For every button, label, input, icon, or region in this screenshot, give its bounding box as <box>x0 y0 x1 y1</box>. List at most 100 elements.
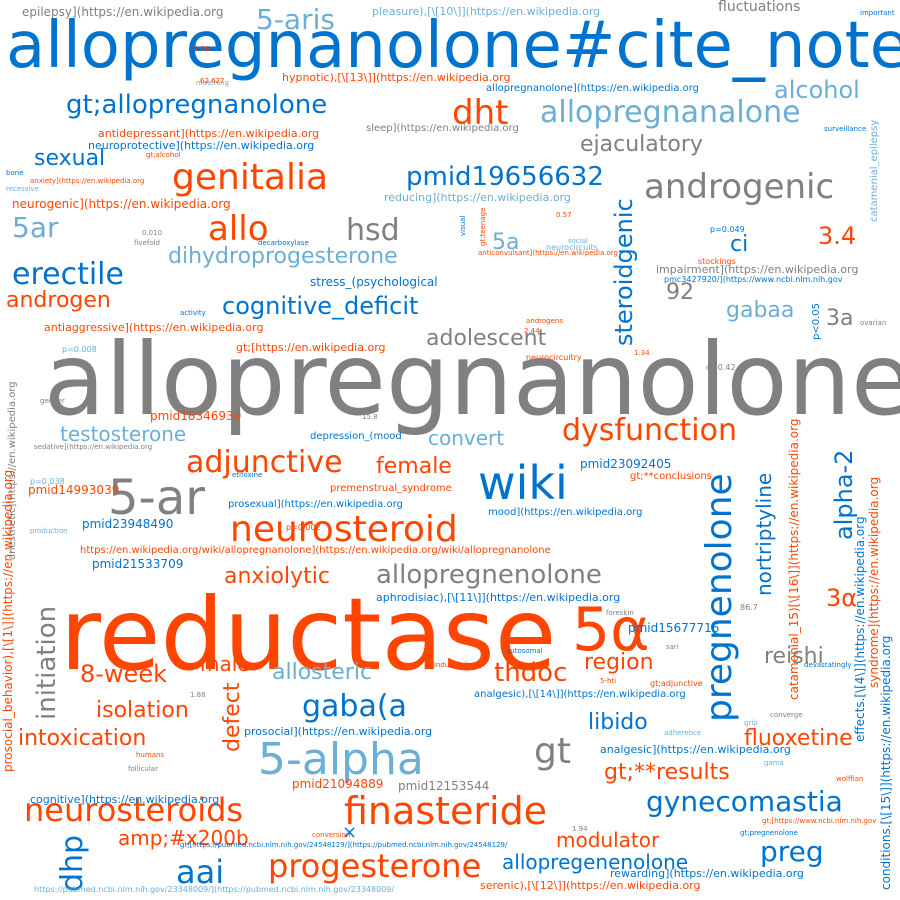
cloud-word: devastatingly <box>804 661 852 669</box>
cloud-word: stress_(psychological <box>310 275 438 289</box>
cloud-word: p=0.008 <box>62 345 97 354</box>
cloud-word: neurosteroid <box>230 509 458 550</box>
cloud-word: pmid15677716 <box>628 621 720 635</box>
cloud-word: decarboxylase <box>258 239 309 247</box>
cloud-word: catamenial_15)[\[16\]](https://en.wikipe… <box>787 418 801 700</box>
cloud-word: 3.4 <box>818 222 857 250</box>
cloud-word: preg <box>760 835 824 868</box>
cloud-word: pmid14993039 <box>28 483 120 497</box>
cloud-word: follicular <box>128 765 158 773</box>
cloud-word: dhp <box>55 834 90 892</box>
cloud-word: epilepsy](https://en.wikipedia.org <box>22 5 224 19</box>
cloud-word: sari <box>666 643 679 651</box>
cloud-word: gt <box>534 731 571 772</box>
cloud-word: gt;**conclusions <box>630 471 712 482</box>
cloud-word: prosexual](https://en.wikipedia.org <box>228 499 403 510</box>
cloud-word: stockings <box>698 257 736 266</box>
cloud-word: sedative](https://en.wikipedia.org <box>34 443 153 451</box>
cloud-word: allopregnanolone](https://en.wikipedia.o… <box>486 83 700 94</box>
cloud-word: bone <box>6 169 24 177</box>
cloud-word: gama <box>764 759 784 767</box>
cloud-word: adjunctive <box>186 445 343 480</box>
cloud-word: aai <box>176 853 225 891</box>
cloud-word: gt;pregnenolone <box>740 829 798 837</box>
cloud-word: adherence <box>664 729 702 737</box>
cloud-word: androgen <box>6 288 111 313</box>
cloud-word: hypnotic),[\[13\]](https://en.wikipedia.… <box>282 71 511 84</box>
cloud-word: anticonvulsant](https://en.wikipedia.org <box>478 249 618 257</box>
cloud-word: 2.16 <box>194 45 210 53</box>
cloud-word: cognitive](https://en.wikipedia.org <box>30 793 220 806</box>
cloud-word: 1.34 <box>634 349 650 357</box>
cloud-word: https://pubmed.ncbi.nlm.nih.gov/23348009… <box>34 885 395 894</box>
cloud-word: wolffian <box>836 775 864 783</box>
cloud-word: ovarian <box>860 319 887 327</box>
cloud-word: p=0.002 <box>286 523 321 532</box>
cloud-word: 3a <box>826 306 854 331</box>
cloud-word: neurocircuitry <box>526 353 582 362</box>
cloud-word: modulator <box>556 828 660 852</box>
cloud-word: 5-hti <box>600 677 617 685</box>
cloud-word: neuroprotective](https://en.wikipedia.or… <box>88 139 315 152</box>
cloud-word: p<0.05 <box>811 303 822 340</box>
cloud-word: depression_(mood <box>310 431 402 442</box>
cloud-word: prosocial_behavior),[\[1\]](https://en.w… <box>1 469 15 772</box>
cloud-word: 5-ar <box>108 470 206 526</box>
cloud-word: autosomal <box>506 647 543 655</box>
cloud-word: rewarding](https://en.wikipedia.org <box>610 867 804 880</box>
cloud-word: allopregenenolone <box>502 850 689 874</box>
cloud-word: 86.7 <box>740 603 758 612</box>
cloud-word: fluctuations <box>718 0 801 15</box>
cloud-word: dht <box>452 93 509 133</box>
cloud-word: allopregnanolone <box>44 321 900 438</box>
cloud-word: reductase <box>60 576 557 693</box>
cloud-word: 5-aris <box>256 3 335 36</box>
cloud-word: ci <box>730 232 749 257</box>
cloud-word: amp;#x200b <box>118 826 249 850</box>
cloud-word: defect <box>220 682 245 752</box>
cloud-word: 5-alpha <box>258 734 424 785</box>
cloud-word: grip <box>744 719 758 727</box>
cloud-word: × <box>342 822 358 843</box>
cloud-word: dihydroprogesterone <box>168 244 398 269</box>
cloud-word: cognitive_deficit <box>222 292 419 320</box>
cloud-word: production <box>30 527 68 535</box>
cloud-word: steroidgenic <box>610 198 638 346</box>
cloud-word: reducing](https://en.wikipedia.org <box>384 191 571 204</box>
cloud-word: pmc3427920/](https://www.ncbi.nlm.nih.go… <box>664 275 843 284</box>
cloud-word: 0.57 <box>556 211 572 219</box>
cloud-word: gt;adjunctive <box>650 679 703 688</box>
cloud-word: premenstrual_syndrome <box>330 483 452 494</box>
cloud-word: allo <box>208 209 269 249</box>
cloud-word: convert <box>428 426 505 450</box>
cloud-word: foreskin <box>606 609 634 617</box>
cloud-word: testosterone <box>60 422 187 446</box>
cloud-word: impairment](https://en.wikipedia.org <box>656 263 859 276</box>
cloud-word: analgesic),[\[14\]](https://en.wikipedia… <box>474 689 686 700</box>
cloud-word: erectile <box>12 257 124 292</box>
cloud-word: wiki <box>478 456 568 510</box>
cloud-word: mood](https://en.wikipedia.org <box>488 507 643 518</box>
cloud-word: anxiety](https://en.wikipedia.org <box>30 177 145 185</box>
cloud-word: 15.8 <box>362 413 378 421</box>
cloud-word: libido <box>588 710 648 735</box>
cloud-word: pmid23948490 <box>82 517 174 531</box>
cloud-word: female <box>376 454 452 479</box>
cloud-word: p=0.049 <box>710 225 745 234</box>
cloud-word: allopregnenolone <box>376 560 602 590</box>
cloud-word: d=0.42 <box>706 363 736 372</box>
cloud-word: 62.627 <box>200 77 225 85</box>
cloud-word: pmid23092405 <box>580 457 672 471</box>
cloud-word: genitalia <box>172 157 329 198</box>
cloud-word: allopregnanolone#cite_note <box>6 9 900 83</box>
cloud-word: fivefold <box>134 239 160 247</box>
cloud-word: adolescent <box>426 326 547 351</box>
cloud-word: anxiolytic <box>224 564 330 589</box>
cloud-word: region <box>584 650 654 675</box>
cloud-word: antidepressant](https://en.wikipedia.org <box>98 127 320 140</box>
cloud-word: antiaggressive](https://en.wikipedia.org <box>44 321 264 334</box>
cloud-word: progesterone <box>268 847 482 885</box>
cloud-word: 3α <box>826 584 858 612</box>
cloud-word: dysfunction <box>562 413 737 448</box>
